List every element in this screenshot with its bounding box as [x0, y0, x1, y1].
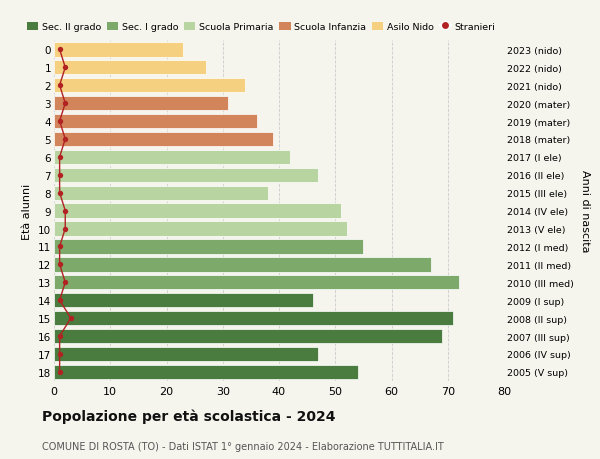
Bar — [54, 365, 358, 379]
Point — [61, 207, 70, 215]
Bar — [54, 168, 319, 183]
Point — [61, 100, 70, 107]
Y-axis label: Età alunni: Età alunni — [22, 183, 32, 239]
Point — [55, 297, 64, 304]
Bar — [54, 79, 245, 93]
Text: Popolazione per età scolastica - 2024: Popolazione per età scolastica - 2024 — [42, 409, 335, 423]
Point — [55, 190, 64, 197]
Point — [55, 351, 64, 358]
Point — [55, 261, 64, 269]
Bar — [54, 275, 459, 290]
Point — [55, 369, 64, 376]
Bar — [54, 347, 319, 361]
Bar — [54, 204, 341, 218]
Point — [61, 136, 70, 143]
Point — [55, 243, 64, 251]
Bar — [54, 115, 257, 129]
Y-axis label: Anni di nascita: Anni di nascita — [580, 170, 590, 252]
Point — [55, 333, 64, 340]
Bar — [54, 97, 229, 111]
Bar — [54, 311, 454, 325]
Bar — [54, 43, 184, 57]
Point — [61, 64, 70, 72]
Bar — [54, 293, 313, 308]
Bar — [54, 151, 290, 165]
Point — [55, 172, 64, 179]
Point — [55, 82, 64, 90]
Point — [61, 279, 70, 286]
Bar — [54, 257, 431, 272]
Bar — [54, 240, 364, 254]
Bar — [54, 61, 206, 75]
Point — [61, 225, 70, 233]
Text: COMUNE DI ROSTA (TO) - Dati ISTAT 1° gennaio 2024 - Elaborazione TUTTITALIA.IT: COMUNE DI ROSTA (TO) - Dati ISTAT 1° gen… — [42, 441, 444, 451]
Bar — [54, 133, 274, 147]
Point — [55, 118, 64, 125]
Bar — [54, 329, 442, 343]
Bar — [54, 222, 347, 236]
Legend: Sec. II grado, Sec. I grado, Scuola Primaria, Scuola Infanzia, Asilo Nido, Stran: Sec. II grado, Sec. I grado, Scuola Prim… — [23, 19, 499, 35]
Point — [66, 315, 76, 322]
Bar — [54, 186, 268, 201]
Point — [55, 46, 64, 54]
Point — [55, 154, 64, 161]
